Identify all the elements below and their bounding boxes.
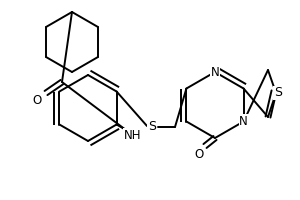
Text: N: N bbox=[211, 66, 219, 78]
Text: S: S bbox=[148, 120, 156, 134]
Text: N: N bbox=[239, 115, 248, 128]
Text: O: O bbox=[194, 148, 204, 162]
Text: O: O bbox=[32, 94, 42, 106]
Text: NH: NH bbox=[124, 129, 141, 142]
Text: S: S bbox=[274, 86, 282, 99]
